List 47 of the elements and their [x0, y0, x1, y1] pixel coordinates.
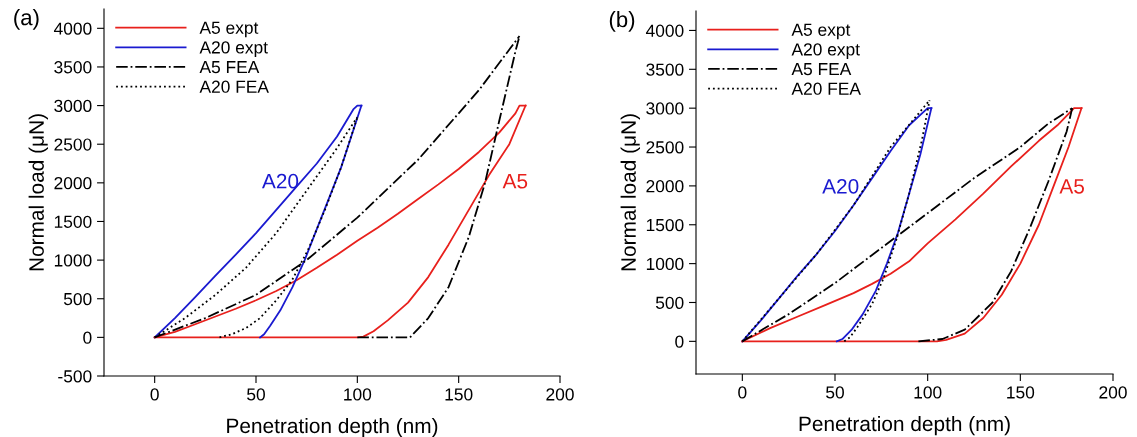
y-axis-title: Normal load (μN) — [28, 114, 49, 271]
y-tick-label: -500 — [58, 370, 92, 383]
chart-title: (a) — [14, 9, 39, 30]
x-tick-label: 0 — [738, 386, 747, 399]
y-tick-label: 1500 — [646, 218, 684, 232]
y-tick-label: 500 — [63, 292, 92, 306]
x-axis-title: Penetration depth (nm) — [227, 417, 438, 437]
annotation: A20 — [261, 173, 299, 189]
x-tick-label: 150 — [445, 388, 473, 401]
y-tick-label: 500 — [655, 296, 684, 309]
y-tick-label: 3500 — [54, 61, 92, 74]
y-tick-label: 3500 — [646, 63, 684, 76]
legend-label: A5 FEA — [791, 63, 852, 76]
legend-label: A20 FEA — [199, 80, 269, 93]
x-tick-label: 100 — [344, 388, 372, 401]
y-tick-label: 3000 — [646, 102, 684, 115]
y-tick-label: 1000 — [646, 257, 684, 271]
y-tick-label: 0 — [675, 335, 684, 348]
legend-label: A20 FEA — [791, 82, 861, 95]
y-tick-label: 4000 — [53, 22, 92, 35]
legend-label: A5 expt — [791, 23, 851, 40]
x-tick-label: 200 — [546, 388, 574, 401]
x-tick-label: 0 — [150, 388, 159, 401]
y-tick-label: 0 — [83, 331, 92, 344]
y-axis-title: Normal load (μN) — [620, 114, 641, 271]
legend-label: A5 FEA — [199, 61, 260, 74]
y-tick-label: 4000 — [645, 24, 684, 37]
annotation: A5 — [502, 174, 528, 189]
y-tick-label: 1500 — [54, 215, 92, 228]
annotation: A20 — [822, 178, 859, 194]
y-tick-label: 2500 — [54, 138, 92, 151]
y-tick-label: 2000 — [54, 177, 92, 190]
x-axis-title: Penetration depth (nm) — [799, 415, 1010, 436]
annotation: A5 — [1059, 179, 1084, 194]
legend-label: A20 expt — [791, 43, 860, 59]
x-tick-label: 50 — [826, 386, 844, 399]
legend-label: A5 expt — [199, 21, 259, 38]
y-tick-label: 2000 — [646, 180, 684, 193]
x-tick-label: 200 — [1099, 386, 1127, 399]
legend-label: A20 expt — [199, 41, 268, 57]
y-tick-label: 3000 — [54, 99, 92, 113]
y-tick-label: 1000 — [54, 254, 92, 267]
x-tick-label: 150 — [1007, 386, 1035, 399]
x-tick-label: 50 — [247, 388, 265, 401]
chart-title: (b) — [609, 11, 635, 32]
y-tick-label: 2500 — [646, 141, 684, 154]
x-tick-label: 100 — [914, 386, 942, 399]
